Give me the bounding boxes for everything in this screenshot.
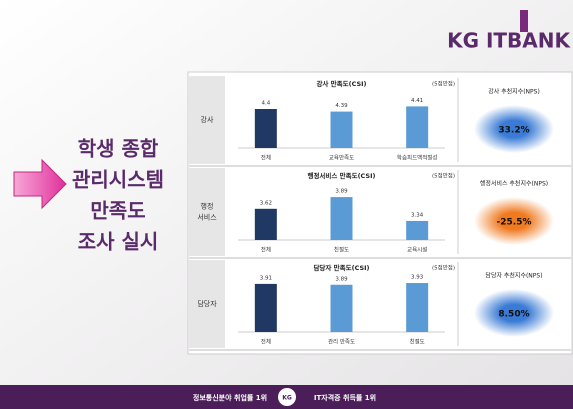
bar: [254, 208, 277, 240]
chart-title: 담당자 만족도(CSI): [313, 263, 369, 272]
nps-value: -25.5%: [497, 218, 532, 228]
headline: 조사 실시: [78, 230, 159, 254]
chart-unit: (5점만점): [432, 264, 455, 272]
value-label: 4.39: [335, 103, 348, 109]
value-label: 3.89: [335, 189, 348, 195]
nps-value: 8.50%: [498, 310, 529, 320]
bar: [254, 283, 277, 332]
bar: [330, 111, 353, 148]
headline: 관리시스템: [72, 168, 164, 192]
value-label: 3.89: [335, 276, 348, 282]
row-label-cell: [189, 76, 225, 164]
x-tick-label: 친절도: [334, 246, 349, 254]
bar: [330, 197, 353, 240]
value-label: 4.41: [411, 98, 423, 104]
row-label: 담당자: [197, 299, 217, 308]
nps-glow: [474, 105, 554, 153]
nps-title: 담당자 추천지수(NPS): [485, 272, 542, 280]
badge: [278, 388, 296, 406]
x-tick-label: 교육만족도: [329, 154, 354, 162]
chart-title: 행정서비스 만족도(CSI): [307, 171, 375, 180]
row-label: 서비스: [197, 213, 217, 222]
logo: KG ITBANK: [447, 29, 571, 53]
chart-unit: (5점만점): [432, 172, 455, 180]
value-label: 3.62: [260, 200, 272, 206]
footer-text: IT자격증 취득률 1위: [314, 393, 376, 402]
bar: [330, 284, 353, 332]
x-tick-label: 전체: [261, 154, 271, 162]
x-tick-label: 관리 만족도: [328, 338, 355, 346]
nps-glow: [474, 289, 554, 337]
value-label: 4.4: [261, 101, 270, 107]
bar: [254, 109, 277, 148]
value-label: 3.93: [411, 275, 424, 281]
bar: [406, 106, 429, 148]
value-label: 3.91: [260, 275, 272, 281]
headline: 만족도: [90, 199, 145, 223]
arrow: [13, 158, 67, 210]
x-tick-label: 교육시설: [407, 246, 427, 254]
row-label: 강사: [201, 115, 214, 124]
bar: [406, 220, 429, 240]
badge-text: KG: [282, 395, 292, 402]
x-tick-label: 친절도: [410, 338, 425, 346]
footer-text: 정보통신분야 취업률 1위: [193, 393, 267, 402]
value-label: 3.34: [411, 212, 424, 218]
chart-title: 강사 만족도(CSI): [316, 79, 366, 88]
x-tick-label: 전체: [261, 338, 271, 346]
row-label-cell: [189, 260, 225, 348]
nps-title: 강사 추천지수(NPS): [488, 88, 540, 96]
x-tick-label: 전체: [261, 246, 271, 254]
row-label: 행정: [201, 202, 214, 211]
chart-unit: (5점만점): [432, 80, 455, 88]
x-tick-label: 학습피드백적절성: [397, 154, 437, 162]
nps-title: 행정서비스 추천지수(NPS): [480, 180, 548, 188]
headline: 학생 종합: [78, 137, 159, 161]
nps-glow: [474, 197, 554, 245]
nps-value: 33.2%: [498, 126, 529, 136]
logo-mark: [520, 10, 528, 32]
row-label-cell: [189, 168, 225, 256]
bar: [406, 283, 429, 332]
